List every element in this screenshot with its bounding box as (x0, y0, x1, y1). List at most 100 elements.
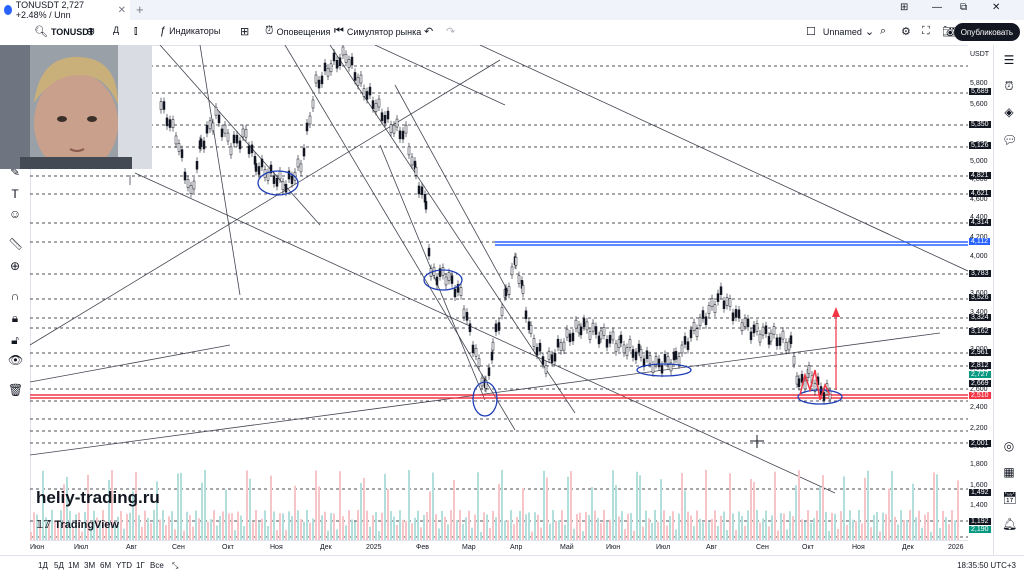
candle-body (296, 158, 300, 168)
candle-body (527, 321, 531, 330)
date-range-icon[interactable]: ⤡ (172, 561, 179, 570)
fullscreen-button[interactable]: ⛶ (922, 25, 930, 38)
volume-bar (255, 510, 257, 540)
browser-tab[interactable]: TONUSDT 2,727 +2.48% / Unn ✕ (0, 0, 130, 20)
candle-body (642, 358, 646, 368)
volume-bar (180, 472, 182, 540)
volume-bar (864, 477, 866, 540)
chart-area[interactable] (29, 43, 969, 540)
candle-body (232, 134, 236, 144)
quick-search-button[interactable]: ⌕ (880, 25, 886, 38)
indicators-button[interactable]: ƒ Индикаторы (160, 25, 220, 37)
candle-body (377, 98, 381, 108)
candle-body (792, 355, 796, 365)
chat-icon[interactable]: 💬︎ (1002, 133, 1018, 147)
volume-bar (144, 510, 146, 540)
candle-body (254, 163, 258, 172)
range-button-6м[interactable]: 6М (100, 561, 112, 570)
alerts-list-icon[interactable]: ⏰︎ (1004, 79, 1014, 93)
time-axis[interactable]: Июн Июл Авг Сен Окт Ноя Дек 2025 Фев Мар Апр Май Июн… (30, 540, 968, 556)
text-tool-icon[interactable]: T (11, 187, 19, 201)
replay-button[interactable]: ⏮︎ Симулятор рынка (334, 25, 421, 38)
calendar-icon[interactable]: 📅︎ (1002, 491, 1018, 505)
layers-icon[interactable]: ◈ (1004, 105, 1014, 119)
price-chart[interactable] (29, 43, 969, 540)
target-icon[interactable]: ◎ (1003, 439, 1015, 453)
volume-bar (624, 529, 626, 540)
range-button-все[interactable]: Все (150, 561, 164, 570)
price-tick-label: 3,400 (970, 309, 988, 316)
window-close-icon[interactable]: ✕ (992, 2, 1001, 13)
tv-logo-text: TradingView (54, 519, 119, 531)
symbol-search-button[interactable]: 🔍︎ TONUSDT (34, 25, 94, 38)
candle-body (651, 364, 655, 374)
layout-button[interactable]: ☐ Unnamed ⌄ (806, 25, 874, 38)
candle-body (588, 331, 592, 340)
publish-button[interactable]: Опубликовать (953, 23, 1020, 41)
volume-bar (642, 526, 644, 540)
range-button-1д[interactable]: 1Д (38, 561, 48, 570)
site-watermark: heliy-trading.ru (36, 488, 160, 507)
candle-body (308, 115, 312, 125)
bell-icon[interactable]: 🔔︎ (1002, 517, 1018, 531)
candle-body (761, 326, 765, 336)
volume-bar (69, 510, 71, 540)
candle-body (462, 308, 466, 318)
alerts-button[interactable]: ⏰︎ Оповещения (265, 25, 330, 38)
price-level-badge: 1,492 (969, 489, 991, 496)
candle-body (807, 365, 811, 374)
zoom-in-icon[interactable]: ⊕ (9, 259, 21, 273)
volume-bar (582, 531, 584, 540)
price-tick-label: 4,800 (970, 176, 988, 183)
candle-body (608, 335, 612, 344)
snapshot-button[interactable]: 📷︎ (942, 25, 956, 38)
candle-body (597, 335, 601, 345)
redo-button[interactable]: ↷ (446, 25, 455, 38)
trash-icon[interactable]: 🗑︎ (8, 383, 24, 397)
eye-icon[interactable]: 👁︎ (8, 353, 24, 367)
range-button-3м[interactable]: 3М (84, 561, 96, 570)
range-button-1м[interactable]: 1М (68, 561, 80, 570)
volume-bar (777, 530, 779, 540)
undo-button[interactable]: ↶ (424, 25, 433, 38)
layout-name: Unnamed (822, 26, 862, 37)
settings-button[interactable]: ⚙ (901, 25, 911, 38)
volume-bar (360, 482, 362, 540)
price-scale[interactable]: USDT 5,8005,6005,4005,2005,0004,8004,600… (968, 45, 994, 540)
ruler-icon[interactable]: 📏︎ (8, 237, 24, 251)
candle-body (305, 122, 309, 132)
chart-type-button[interactable]: ⫾ (134, 25, 138, 38)
emoji-icon[interactable]: ☺ (8, 207, 22, 221)
watchlist-icon[interactable]: ☰ (1003, 53, 1015, 67)
candle-body (471, 344, 475, 354)
minimize-icon[interactable]: — (932, 2, 942, 13)
close-tab-icon[interactable]: ✕ (117, 4, 126, 16)
candle-body (719, 286, 723, 295)
volume-bar (840, 511, 842, 540)
volume-bar (690, 515, 692, 540)
restore-icon[interactable]: ⧉ (960, 2, 968, 13)
candle-body (749, 331, 753, 341)
trend-line (159, 44, 321, 226)
volume-bar (249, 478, 251, 540)
magnet-icon[interactable]: ∩ (10, 289, 20, 303)
new-tab-button[interactable]: + (136, 2, 144, 17)
compare-button[interactable]: ⊕ (86, 25, 95, 38)
volume-bar (924, 514, 926, 540)
hotlist-icon[interactable]: ▦ (1003, 465, 1015, 479)
candle-body (654, 356, 658, 365)
time-tick-label: 2025 (366, 544, 382, 551)
candle-body (669, 362, 673, 372)
window-menu-icon[interactable]: ⊞ (900, 2, 909, 13)
candle-body (645, 350, 649, 359)
range-button-ytd[interactable]: YTD (116, 561, 132, 570)
interval-button[interactable]: Д (113, 25, 120, 35)
range-button-1г[interactable]: 1Г (136, 561, 145, 570)
lock-drawings-icon[interactable]: 🔒︎ (11, 311, 19, 325)
templates-button[interactable]: ⊞ (240, 25, 249, 38)
range-button-5д[interactable]: 5Д (54, 561, 64, 570)
volume-bar (351, 519, 353, 540)
brush-icon[interactable]: ✎ (9, 165, 21, 179)
price-tick-label: 2,400 (970, 404, 988, 411)
lock-icon[interactable]: 🔓︎ (11, 333, 19, 347)
